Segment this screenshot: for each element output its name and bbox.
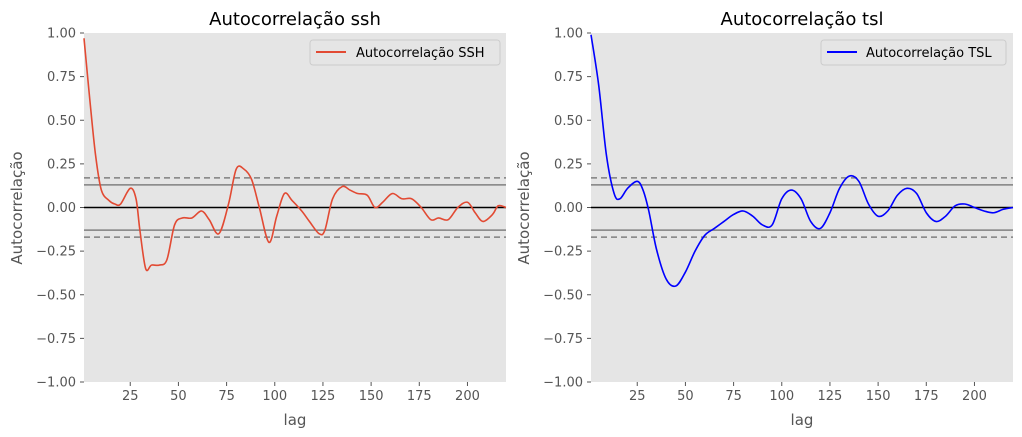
y-tick-label: 0.50 bbox=[554, 114, 583, 129]
x-axis-label: lag bbox=[284, 411, 307, 429]
series-line bbox=[83, 38, 507, 272]
y-tick-label: 0.00 bbox=[47, 201, 76, 216]
x-tick-label: 150 bbox=[359, 389, 384, 404]
x-tick-label: 25 bbox=[629, 389, 646, 404]
x-tick-label: 25 bbox=[122, 389, 139, 404]
y-ticks: −1.00 −0.75 −0.50 −0.25 0.00 0.25 0.50 0.75 1.00 bbox=[36, 27, 84, 391]
x-tick-label: 200 bbox=[455, 389, 480, 404]
y-ticks: −1.00 −0.75 −0.50 −0.25 0.00 0.25 0.50 0.75 1.00 bbox=[543, 27, 591, 391]
y-tick-label: 0.00 bbox=[554, 201, 583, 216]
chart-title: Autocorrelação tsl bbox=[721, 9, 884, 30]
y-tick-label: −0.75 bbox=[36, 332, 76, 347]
x-tick-label: 75 bbox=[725, 389, 742, 404]
reference-lines bbox=[591, 177, 1013, 238]
x-tick-label: 175 bbox=[407, 389, 432, 404]
x-ticks: 25 50 75 100 125 150 175 200 bbox=[122, 382, 480, 404]
x-tick-label: 125 bbox=[311, 389, 336, 404]
x-tick-label: 175 bbox=[914, 389, 939, 404]
x-tick-label: 50 bbox=[677, 389, 694, 404]
series-lines bbox=[590, 34, 1014, 288]
y-tick-label: −0.25 bbox=[543, 245, 583, 260]
legend-label: Autocorrelação TSL bbox=[866, 46, 992, 61]
series-line bbox=[590, 34, 1014, 288]
x-ticks: 25 50 75 100 125 150 175 200 bbox=[629, 382, 987, 404]
x-tick-label: 125 bbox=[818, 389, 843, 404]
y-tick-label: 0.75 bbox=[554, 70, 583, 85]
legend: Autocorrelação SSH bbox=[309, 39, 501, 66]
y-tick-label: −0.50 bbox=[36, 288, 76, 303]
y-tick-label: −1.00 bbox=[543, 376, 583, 391]
x-axis-label: lag bbox=[791, 411, 814, 429]
y-tick-label: 1.00 bbox=[47, 27, 76, 42]
y-axis-label: Autocorrelação bbox=[8, 151, 26, 264]
legend-box bbox=[309, 39, 501, 66]
y-tick-label: 0.50 bbox=[47, 114, 76, 129]
legend-label: Autocorrelação SSH bbox=[356, 46, 485, 61]
panel-ssh: 25 50 75 100 125 150 175 200 −1.00 −0.75 −0.50 −0.… bbox=[8, 9, 507, 429]
chart-title: Autocorrelação ssh bbox=[209, 9, 381, 30]
y-tick-label: −0.25 bbox=[36, 245, 76, 260]
x-tick-label: 100 bbox=[262, 389, 287, 404]
y-tick-label: 0.25 bbox=[47, 157, 76, 172]
y-tick-label: −1.00 bbox=[36, 376, 76, 391]
panel-tsl: 25 50 75 100 125 150 175 200 −1.00 −0.75 −0.50 −0.… bbox=[515, 9, 1014, 429]
y-tick-label: 0.25 bbox=[554, 157, 583, 172]
legend: Autocorrelação TSL bbox=[820, 39, 1007, 66]
y-tick-label: 1.00 bbox=[554, 27, 583, 42]
y-axis-label: Autocorrelação bbox=[515, 151, 533, 264]
x-tick-label: 75 bbox=[218, 389, 235, 404]
y-tick-label: 0.75 bbox=[47, 70, 76, 85]
x-tick-label: 150 bbox=[866, 389, 891, 404]
series-lines bbox=[83, 38, 507, 272]
x-tick-label: 100 bbox=[769, 389, 794, 404]
legend-box bbox=[820, 39, 1007, 66]
x-tick-label: 200 bbox=[962, 389, 987, 404]
y-tick-label: −0.50 bbox=[543, 288, 583, 303]
y-tick-label: −0.75 bbox=[543, 332, 583, 347]
reference-lines bbox=[84, 177, 506, 238]
x-tick-label: 50 bbox=[170, 389, 187, 404]
